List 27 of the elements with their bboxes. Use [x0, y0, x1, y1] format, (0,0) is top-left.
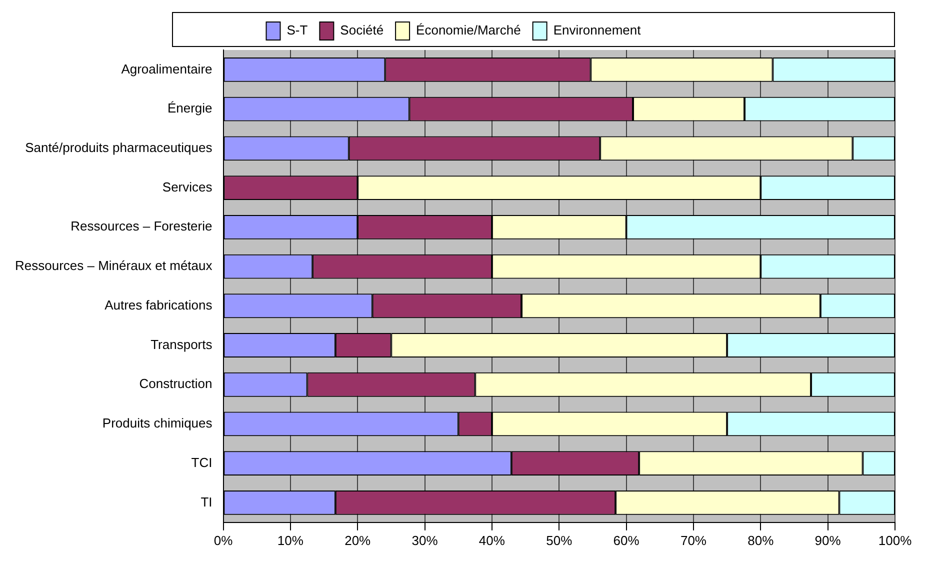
x-tick-label: 70% [680, 532, 707, 548]
x-tick-label: 60% [613, 532, 640, 548]
y-tick-label: Ressources – Minéraux et métaux [14, 258, 213, 274]
y-tick-label: Transports [150, 336, 213, 352]
legend-label: Société [340, 22, 384, 38]
y-tick-label: Produits chimiques [102, 416, 213, 431]
y-tick-label: Autres fabrications [104, 297, 213, 312]
x-tick-label: 20% [344, 532, 372, 548]
legend-label: Environnement [553, 22, 642, 38]
y-tick-label: TCI [191, 454, 212, 470]
x-tick-label: 80% [748, 532, 774, 548]
x-tick-label: 10% [277, 532, 304, 548]
y-tick-label: Santé/produits pharmaceutiques [25, 140, 213, 155]
x-tick-label: 100% [878, 532, 912, 548]
legend-label: S-T [286, 22, 308, 38]
x-tick-label: 40% [478, 532, 506, 548]
x-tick-label: 0% [214, 532, 234, 548]
y-tick-label: Agroalimentaire [121, 61, 212, 76]
x-tick-label: 50% [546, 532, 573, 548]
y-tick-label: Énergie [167, 100, 212, 116]
y-tick-label: TI [200, 494, 212, 510]
x-tick-label: 30% [412, 532, 438, 548]
y-tick-label: Services [162, 179, 213, 194]
x-tick-label: 90% [814, 532, 842, 548]
y-tick-label: Ressources – Foresterie [70, 218, 212, 234]
y-tick-label: Construction [139, 376, 212, 392]
legend-label: Économie/Marché [416, 22, 521, 38]
